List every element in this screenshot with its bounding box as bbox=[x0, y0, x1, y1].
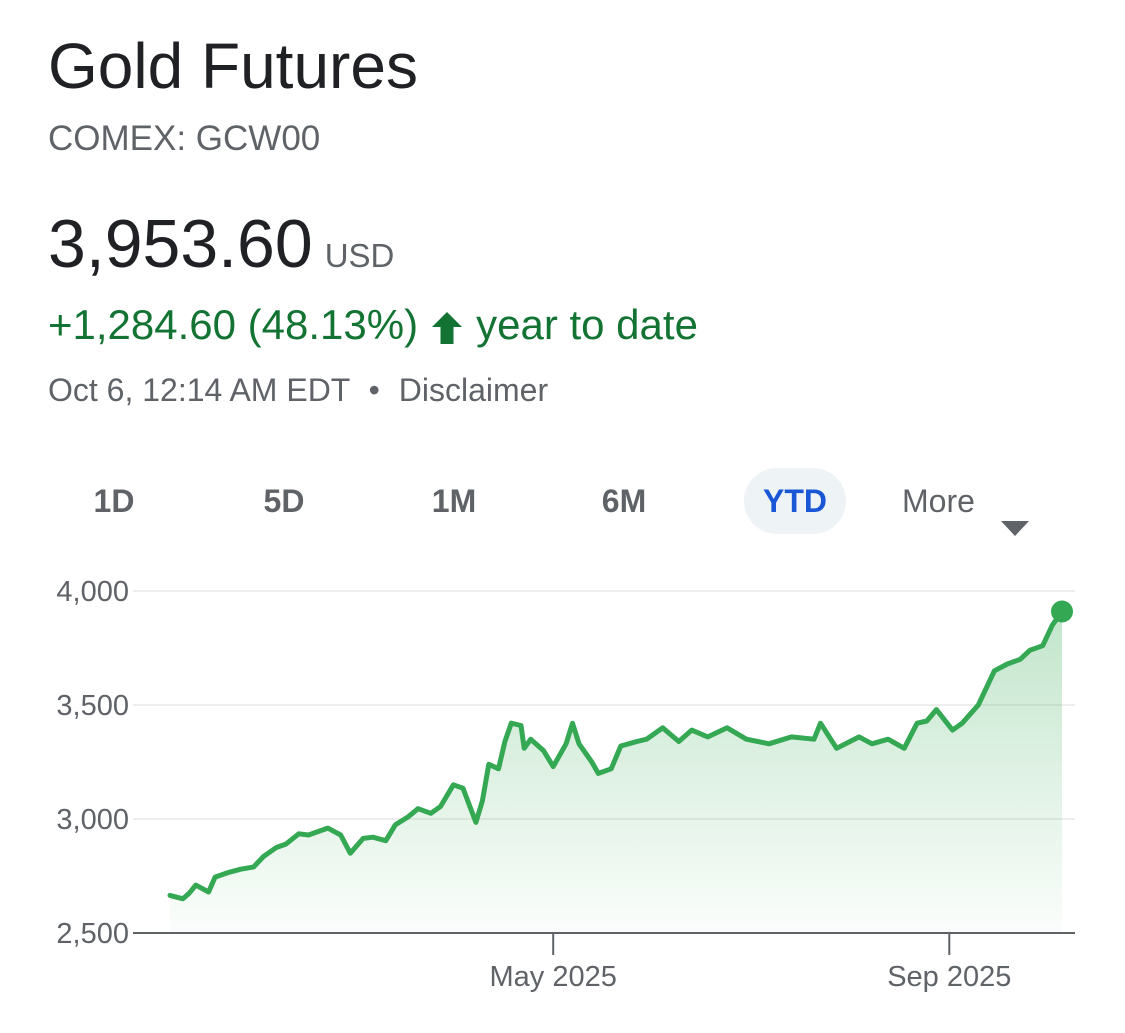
y-tick-label: 2,500 bbox=[56, 918, 129, 950]
price-change-row: +1,284.60 (48.13%) year to date bbox=[48, 300, 698, 350]
tab-1d[interactable]: 1D bbox=[93, 483, 135, 519]
range-tabs: 1D 5D 1M 6M YTD More bbox=[0, 468, 1125, 536]
y-tick-label: 3,500 bbox=[56, 690, 129, 722]
y-axis: 4,000 3,500 3,000 2,500 bbox=[56, 576, 129, 950]
tab-ytd[interactable]: YTD bbox=[744, 468, 846, 534]
price-chart: 4,000 3,500 3,000 2,500 May 2025 Sep 2025 bbox=[56, 576, 1075, 993]
price-line bbox=[167, 609, 1065, 902]
tab-5d[interactable]: 5D bbox=[263, 483, 305, 519]
tab-6m[interactable]: 6M bbox=[601, 483, 647, 519]
x-tick-label: Sep 2025 bbox=[887, 961, 1011, 993]
y-tick-label: 4,000 bbox=[56, 576, 129, 608]
tab-1m[interactable]: 1M bbox=[431, 483, 477, 519]
page-title: Gold Futures bbox=[48, 30, 418, 102]
x-axis: May 2025 Sep 2025 bbox=[490, 933, 1011, 993]
y-tick-label: 3,000 bbox=[56, 804, 129, 836]
currency-label: USD bbox=[324, 237, 395, 274]
quote-meta: Oct 6, 12:14 AM EDT • Disclaimer bbox=[48, 370, 548, 410]
change-period: year to date bbox=[476, 301, 698, 348]
caret-down-icon bbox=[1000, 493, 1029, 536]
quote-timestamp: Oct 6, 12:14 AM EDT bbox=[48, 372, 350, 408]
price-area bbox=[170, 611, 1062, 933]
latest-price-marker bbox=[1051, 600, 1073, 623]
more-label: More bbox=[902, 483, 975, 519]
x-tick-label: May 2025 bbox=[490, 961, 617, 993]
more-ranges-button[interactable]: More bbox=[902, 468, 1029, 536]
price-change: +1,284.60 (48.13%) bbox=[48, 301, 419, 348]
arrow-up-icon bbox=[430, 307, 464, 344]
exchange-symbol: COMEX: GCW00 bbox=[48, 119, 321, 158]
meta-separator: • bbox=[368, 372, 380, 408]
current-price: 3,953.60 bbox=[48, 206, 313, 282]
price-row: 3,953.60 USD bbox=[48, 204, 394, 284]
disclaimer-link[interactable]: Disclaimer bbox=[398, 372, 549, 408]
